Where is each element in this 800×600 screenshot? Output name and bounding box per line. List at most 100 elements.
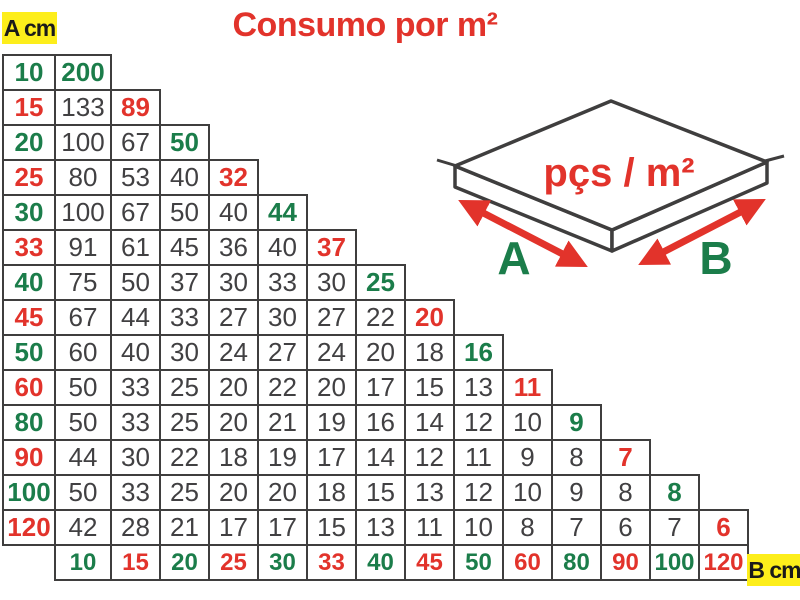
b-value-cell: 90 bbox=[600, 544, 651, 581]
consumption-cell: 50 bbox=[110, 264, 161, 301]
consumption-cell: 27 bbox=[208, 299, 259, 336]
b-value-cell: 50 bbox=[453, 544, 504, 581]
consumption-cell: 32 bbox=[208, 159, 259, 196]
consumption-cell: 30 bbox=[159, 334, 210, 371]
consumption-cell: 67 bbox=[54, 299, 112, 336]
a-value-cell: 50 bbox=[2, 334, 56, 371]
consumption-cell: 9 bbox=[551, 474, 602, 511]
b-value-cell: 45 bbox=[404, 544, 455, 581]
consumption-cell: 27 bbox=[306, 299, 357, 336]
a-value-cell: 100 bbox=[2, 474, 56, 511]
consumption-cell: 30 bbox=[208, 264, 259, 301]
consumption-cell: 20 bbox=[208, 474, 259, 511]
consumption-cell: 50 bbox=[54, 474, 112, 511]
b-value-cell: 120 bbox=[698, 544, 749, 581]
consumption-cell: 22 bbox=[159, 439, 210, 476]
side-b-label: B bbox=[699, 232, 732, 284]
consumption-cell: 20 bbox=[306, 369, 357, 406]
consumption-cell: 10 bbox=[502, 474, 553, 511]
consumption-cell: 50 bbox=[54, 404, 112, 441]
a-axis-label: A cm bbox=[2, 12, 57, 44]
table-row: 100 50 33 25 20 20 18 15 13 12 10 9 8 8 bbox=[2, 474, 749, 511]
table-row: 25 80 53 40 32 bbox=[2, 159, 749, 196]
table-row: 80 50 33 25 20 21 19 16 14 12 10 9 bbox=[2, 404, 749, 441]
consumption-cell: 19 bbox=[306, 404, 357, 441]
consumption-cell: 18 bbox=[404, 334, 455, 371]
consumption-cell: 28 bbox=[110, 509, 161, 546]
a-value-cell: 15 bbox=[2, 89, 56, 126]
consumption-cell: 6 bbox=[600, 509, 651, 546]
consumption-cell: 24 bbox=[208, 334, 259, 371]
consumption-cell: 25 bbox=[159, 369, 210, 406]
consumption-cell: 25 bbox=[355, 264, 406, 301]
consumption-cell: 100 bbox=[54, 124, 112, 161]
consumption-cell: 44 bbox=[110, 299, 161, 336]
consumption-cell: 17 bbox=[208, 509, 259, 546]
table-row: 15 133 89 bbox=[2, 89, 749, 126]
b-value-cell: 60 bbox=[502, 544, 553, 581]
consumption-table: 10 200 15 133 89 20 100 67 50 25 80 53 40 32 30 100 67 50… bbox=[2, 54, 749, 581]
consumption-cell: 15 bbox=[355, 474, 406, 511]
consumption-cell: 37 bbox=[159, 264, 210, 301]
consumption-cell: 14 bbox=[355, 439, 406, 476]
consumption-cell: 13 bbox=[355, 509, 406, 546]
a-value-cell: 60 bbox=[2, 369, 56, 406]
a-value-cell: 25 bbox=[2, 159, 56, 196]
b-value-cell: 80 bbox=[551, 544, 602, 581]
b-value-cell: 20 bbox=[159, 544, 210, 581]
consumption-cell: 7 bbox=[551, 509, 602, 546]
b-value-cell: 40 bbox=[355, 544, 406, 581]
consumption-cell: 33 bbox=[110, 369, 161, 406]
table-row: 50 60 40 30 24 27 24 20 18 16 bbox=[2, 334, 749, 371]
a-value-cell: 120 bbox=[2, 509, 56, 546]
consumption-cell: 11 bbox=[453, 439, 504, 476]
consumption-cell: 33 bbox=[257, 264, 308, 301]
consumption-cell: 75 bbox=[54, 264, 112, 301]
consumption-cell: 30 bbox=[257, 299, 308, 336]
consumption-cell: 8 bbox=[551, 439, 602, 476]
table-row: 90 44 30 22 18 19 17 14 12 11 9 8 7 bbox=[2, 439, 749, 476]
consumption-cell: 44 bbox=[257, 194, 308, 231]
consumption-cell: 50 bbox=[54, 369, 112, 406]
consumption-cell: 40 bbox=[110, 334, 161, 371]
b-value-cell: 100 bbox=[649, 544, 700, 581]
consumption-cell: 11 bbox=[502, 369, 553, 406]
consumption-cell: 37 bbox=[306, 229, 357, 266]
consumption-cell: 36 bbox=[208, 229, 259, 266]
consumption-cell: 7 bbox=[600, 439, 651, 476]
consumption-cell: 44 bbox=[54, 439, 112, 476]
consumption-cell: 18 bbox=[208, 439, 259, 476]
consumption-cell: 7 bbox=[649, 509, 700, 546]
consumption-cell: 16 bbox=[355, 404, 406, 441]
right-corner-tick bbox=[764, 154, 785, 163]
consumption-cell: 9 bbox=[551, 404, 602, 441]
consumption-cell: 100 bbox=[54, 194, 112, 231]
consumption-cell: 80 bbox=[54, 159, 112, 196]
table-row: 30 100 67 50 40 44 bbox=[2, 194, 749, 231]
tile-diagram: pçs / m² A B bbox=[436, 99, 785, 284]
consumption-cell: 45 bbox=[159, 229, 210, 266]
diagram-caption: pçs / m² bbox=[543, 151, 694, 195]
consumption-cell: 40 bbox=[257, 229, 308, 266]
consumption-cell: 27 bbox=[257, 334, 308, 371]
consumption-cell: 33 bbox=[159, 299, 210, 336]
b-axis-row: 10 15 20 25 30 33 40 45 50 60 80 90 100 120 bbox=[2, 544, 749, 581]
consumption-cell: 6 bbox=[698, 509, 749, 546]
a-value-cell: 45 bbox=[2, 299, 56, 336]
page-title: Consumo por m² bbox=[232, 6, 498, 44]
consumption-cell: 50 bbox=[159, 194, 210, 231]
consumption-cell: 12 bbox=[404, 439, 455, 476]
consumption-cell: 40 bbox=[159, 159, 210, 196]
consumption-cell: 60 bbox=[54, 334, 112, 371]
consumption-cell: 9 bbox=[502, 439, 553, 476]
consumption-cell: 24 bbox=[306, 334, 357, 371]
table-row: 120 42 28 21 17 17 15 13 11 10 8 7 6 7 6 bbox=[2, 509, 749, 546]
consumption-cell: 67 bbox=[110, 194, 161, 231]
consumption-cell: 40 bbox=[208, 194, 259, 231]
consumption-cell: 20 bbox=[355, 334, 406, 371]
side-a-arrow bbox=[458, 199, 588, 268]
consumption-cell: 89 bbox=[110, 89, 161, 126]
consumption-cell: 10 bbox=[453, 509, 504, 546]
b-value-cell: 25 bbox=[208, 544, 259, 581]
